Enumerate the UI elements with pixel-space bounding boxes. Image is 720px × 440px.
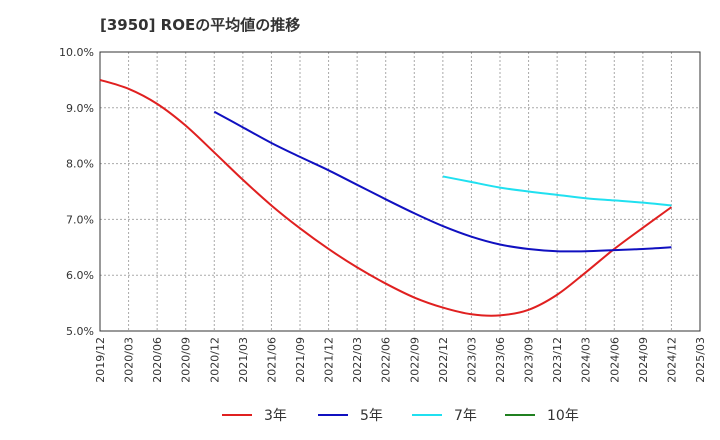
x-tick-label: 2020/06 <box>151 337 164 383</box>
x-tick-label: 2021/09 <box>294 337 307 383</box>
x-tick-label: 2021/12 <box>323 337 336 383</box>
x-tick-label: 2022/09 <box>408 337 421 383</box>
x-tick-label: 2023/09 <box>523 337 536 383</box>
grid-layer <box>100 52 700 331</box>
series-line-0 <box>99 78 673 317</box>
y-tick-label: 9.0% <box>66 102 94 115</box>
series-line-2 <box>442 175 672 207</box>
x-tick-label: 2024/03 <box>580 337 593 383</box>
legend-label: 5年 <box>360 408 383 424</box>
series-line-1 <box>213 110 672 253</box>
x-tick-label: 2020/12 <box>208 337 221 383</box>
x-axis: 2019/12 2020/03 2020/06 2020/09 2020/12 2021/… <box>94 337 707 383</box>
x-tick-label: 2022/12 <box>437 337 450 383</box>
x-tick-label: 2020/09 <box>180 337 193 383</box>
x-tick-label: 2020/03 <box>123 337 136 383</box>
y-tick-label: 8.0% <box>66 158 94 171</box>
x-tick-label: 2025/03 <box>694 337 707 383</box>
legend: 3年 5年 7年 10年 <box>222 408 579 424</box>
y-tick-label: 5.0% <box>66 325 94 338</box>
x-tick-label: 2019/12 <box>94 337 107 383</box>
x-tick-label: 2022/03 <box>351 337 364 383</box>
x-tick-label: 2021/06 <box>265 337 278 383</box>
legend-label: 3年 <box>264 408 287 424</box>
series-layer <box>99 78 673 317</box>
legend-label: 7年 <box>454 408 477 424</box>
plot-frame <box>99 51 701 332</box>
y-tick-label: 10.0% <box>59 46 94 59</box>
legend-label: 10年 <box>547 408 579 424</box>
x-tick-label: 2024/06 <box>608 337 621 383</box>
y-axis: 5.0% 6.0% 7.0% 8.0% 9.0% 10.0% <box>59 46 94 338</box>
x-tick-label: 2023/12 <box>551 337 564 383</box>
x-tick-label: 2021/03 <box>237 337 250 383</box>
y-tick-label: 7.0% <box>66 213 94 226</box>
chart-title: [3950] ROEの平均値の推移 <box>100 16 300 34</box>
x-tick-label: 2023/03 <box>465 337 478 383</box>
x-tick-label: 2023/06 <box>494 337 507 383</box>
x-tick-label: 2024/09 <box>637 337 650 383</box>
y-tick-label: 6.0% <box>66 269 94 282</box>
x-tick-label: 2024/12 <box>665 337 678 383</box>
x-tick-label: 2022/06 <box>380 337 393 383</box>
